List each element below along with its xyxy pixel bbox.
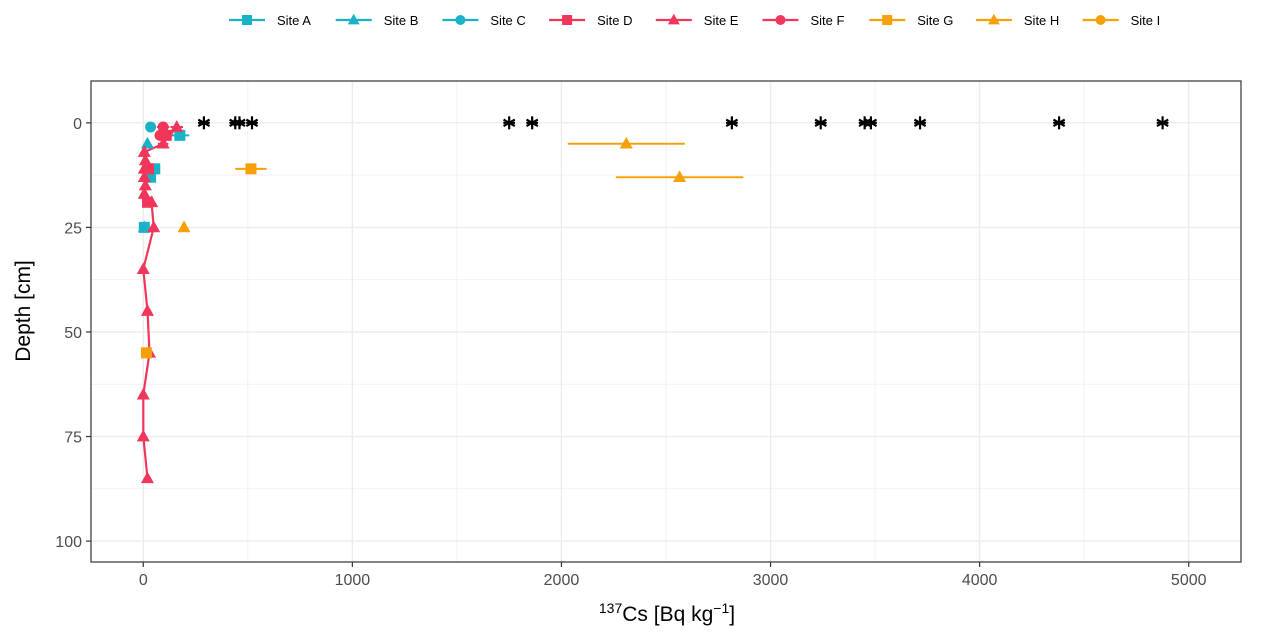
point-site-a: [149, 163, 161, 175]
point-site-e: [138, 178, 152, 191]
asterisk-point: [503, 116, 516, 130]
point-site-e: [136, 429, 150, 442]
legend-label: Site F: [811, 13, 845, 28]
legend-item-site-h: Site H: [975, 13, 1059, 28]
point-site-e: [140, 471, 154, 484]
x-title-isotope-mass: 137: [599, 600, 623, 616]
plot-panel: [90, 80, 1242, 563]
legend-item-site-d: Site D: [549, 13, 633, 28]
point-site-d: [143, 163, 154, 175]
legend-label: Site B: [384, 13, 419, 28]
legend-item-site-i: Site I: [1082, 13, 1161, 28]
asterisk-point: [814, 116, 827, 130]
legend-key-marker: [882, 15, 893, 25]
point-site-c: [145, 121, 157, 133]
point-site-e: [136, 262, 150, 275]
legend-label: Site E: [704, 13, 739, 28]
y-tick-label: 0: [73, 116, 82, 133]
x-title-exponent: −1: [713, 600, 729, 616]
legend-key-marker: [455, 15, 466, 25]
legend-label: Site H: [1024, 13, 1059, 28]
point-site-d: [141, 196, 153, 208]
legend: Site A Site B Site C Site D Site E Site F Site…: [229, 13, 1160, 28]
legend-label: Site G: [917, 13, 953, 28]
point-site-e: [138, 153, 152, 166]
legend-key-marker: [242, 15, 252, 25]
asterisk-point: [233, 116, 246, 130]
asterisk-point: [913, 116, 927, 130]
legend-key-marker: [775, 15, 786, 25]
legend-key-marker: [987, 13, 1000, 25]
legend-label: Site C: [490, 13, 525, 28]
point-site-h: [673, 170, 687, 183]
legend-item-site-g: Site G: [869, 13, 953, 28]
x-tick-label: 3000: [753, 572, 789, 589]
point-site-f: [157, 121, 169, 133]
x-tick-label: 4000: [962, 572, 998, 589]
y-axis-title: Depth [cm]: [12, 260, 35, 362]
x-axis-title: 137Cs [Bq kg−1]: [599, 600, 735, 626]
asterisk-point: [1156, 116, 1169, 130]
x-tick-label: 2000: [544, 572, 580, 589]
x-axis: 0 1000 2000 3000 4000 5000: [139, 562, 1207, 589]
x-tick-label: 0: [139, 572, 148, 589]
y-axis: 0 25 50 75 100: [55, 116, 91, 551]
point-site-e: [137, 161, 151, 174]
legend-label: Site A: [277, 13, 311, 28]
legend-item-site-f: Site F: [762, 13, 845, 28]
legend-item-site-b: Site B: [335, 13, 419, 28]
point-site-g: [245, 163, 257, 175]
y-tick-label: 50: [64, 325, 82, 342]
y-tick-label: 25: [64, 220, 82, 237]
x-title-end: ]: [729, 603, 735, 626]
legend-item-site-a: Site A: [229, 13, 311, 28]
point-site-e: [147, 220, 161, 233]
y-tick-label: 100: [55, 534, 82, 551]
point-site-a: [145, 171, 157, 183]
asterisk-point: [197, 116, 211, 130]
x-tick-label: 1000: [335, 572, 371, 589]
legend-label: Site I: [1131, 13, 1161, 28]
point-site-e: [170, 120, 184, 132]
asterisk-point: [864, 116, 878, 130]
point-site-e: [137, 187, 151, 199]
point-site-f: [154, 129, 166, 141]
asterisk-point: [1052, 116, 1066, 130]
legend-key-marker: [347, 13, 360, 25]
legend-item-site-c: Site C: [442, 13, 526, 28]
legend-label: Site D: [597, 13, 632, 28]
panel-border: [90, 80, 1242, 563]
asterisk-point: [725, 116, 739, 130]
asterisk-point: [245, 116, 259, 130]
point-site-a: [174, 129, 186, 141]
point-site-e: [156, 136, 170, 149]
point-site-e: [140, 304, 154, 316]
y-tick-label: 75: [64, 430, 82, 447]
x-tick-label: 5000: [1171, 572, 1207, 589]
point-site-h: [619, 136, 633, 149]
point-site-d: [160, 129, 172, 141]
asterisk-point: [526, 116, 539, 130]
point-site-e: [137, 170, 151, 183]
point-site-e: [136, 387, 150, 400]
legend-key-marker: [562, 15, 573, 25]
x-title-base: Cs [Bq kg: [622, 603, 713, 626]
point-site-e: [137, 145, 151, 157]
legend-key-marker: [667, 13, 680, 25]
point-site-b: [137, 220, 151, 233]
point-site-h: [177, 220, 191, 233]
legend-key-marker: [1095, 15, 1106, 25]
point-site-e: [145, 195, 159, 208]
legend-item-site-e: Site E: [655, 13, 739, 28]
data-layer: [136, 116, 1169, 484]
point-site-g: [140, 347, 152, 359]
